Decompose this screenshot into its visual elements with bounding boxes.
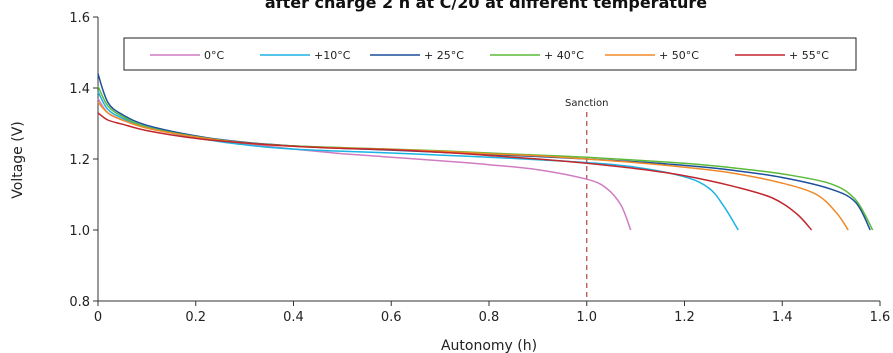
y-tick-label: 1.2 xyxy=(69,153,90,168)
x-tick-label: 0.8 xyxy=(479,310,500,325)
x-axis-title: Autonomy (h) xyxy=(441,338,537,353)
series-line xyxy=(97,73,871,231)
series-line xyxy=(97,85,874,231)
legend-label: + 25°C xyxy=(424,49,464,62)
chart-title: after charge 2 h at C/20 at different te… xyxy=(265,0,707,12)
legend-box xyxy=(123,37,857,71)
series-line xyxy=(97,112,813,231)
legend: 0°C +10°C + 25°C + 40°C + 50°C + 55°C xyxy=(123,37,857,71)
sanction-label: Sanction xyxy=(565,98,608,109)
y-tick-label: 1.4 xyxy=(69,82,90,97)
y-axis-title: Voltage (V) xyxy=(10,121,26,198)
legend-label: + 50°C xyxy=(659,49,699,62)
x-tick-label: 0.6 xyxy=(381,310,402,325)
x-tick-label: 0.2 xyxy=(185,310,206,325)
annotation: Sanction xyxy=(565,98,608,301)
x-tick-label: 0.4 xyxy=(283,310,304,325)
legend-label: + 40°C xyxy=(544,49,584,62)
axes: 0 0.2 0.4 0.6 0.8 1.0 1.2 1.4 1.6 0.8 1.0 1.2 1.4 1.6 xyxy=(69,11,890,325)
x-tick-label: 0 xyxy=(94,310,102,325)
series-layer xyxy=(97,73,874,231)
legend-label: + 55°C xyxy=(789,49,829,62)
legend-label: 0°C xyxy=(204,49,224,62)
x-tick-label: 1.2 xyxy=(674,310,695,325)
series-line xyxy=(97,98,632,231)
y-tick-label: 0.8 xyxy=(69,295,90,310)
x-tick-label: 1.6 xyxy=(870,310,891,325)
y-tick-label: 1.0 xyxy=(69,224,90,239)
y-tick-label: 1.6 xyxy=(69,11,90,26)
x-tick-label: 1.4 xyxy=(772,310,793,325)
legend-label: +10°C xyxy=(314,49,351,62)
series-line xyxy=(97,101,849,231)
x-tick-label: 1.0 xyxy=(576,310,597,325)
